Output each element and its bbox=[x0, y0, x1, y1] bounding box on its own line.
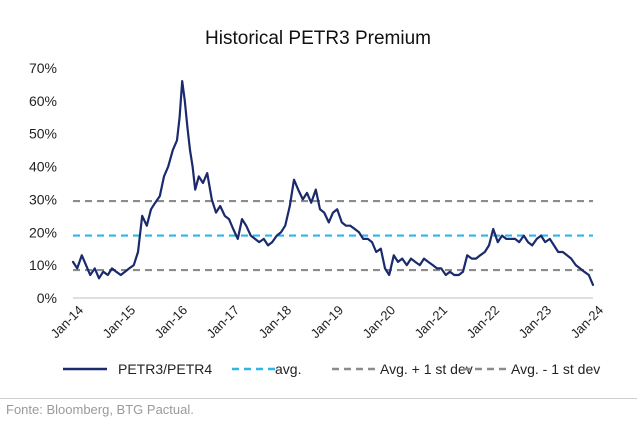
x-tick-label: Jan-23 bbox=[515, 302, 554, 341]
legend: PETR3/PETR4 avg. Avg. + 1 st dev Avg. - 1 s… bbox=[63, 361, 600, 377]
y-tick-label: 0% bbox=[37, 290, 57, 306]
source-note: Fonte: Bloomberg, BTG Pactual. bbox=[6, 402, 194, 417]
x-tick-label: Jan-19 bbox=[307, 302, 346, 341]
x-tick-label: Jan-22 bbox=[463, 302, 502, 341]
x-tick-label: Jan-20 bbox=[359, 302, 398, 341]
x-tick-label: Jan-15 bbox=[99, 302, 138, 341]
premium-chart: Historical PETR3 Premium 0% 10% 20% 30% 40% 5… bbox=[29, 28, 606, 377]
y-tick-label: 20% bbox=[29, 224, 57, 240]
legend-label: PETR3/PETR4 bbox=[118, 361, 212, 377]
x-tick-label: Jan-18 bbox=[255, 302, 294, 341]
y-tick-label: 60% bbox=[29, 93, 57, 109]
legend-label: Avg. - 1 st dev bbox=[511, 361, 600, 377]
plot-area bbox=[71, 80, 595, 299]
source-divider bbox=[0, 398, 637, 399]
legend-label: avg. bbox=[275, 361, 301, 377]
reference-lines bbox=[73, 199, 593, 272]
y-tick-label: 30% bbox=[29, 191, 57, 207]
x-tick-label: Jan-16 bbox=[151, 302, 190, 341]
y-tick-label: 50% bbox=[29, 126, 57, 142]
chart-title: Historical PETR3 Premium bbox=[205, 28, 431, 49]
x-tick-label: Jan-24 bbox=[567, 302, 606, 341]
y-tick-label: 40% bbox=[29, 159, 57, 175]
legend-label: Avg. + 1 st dev bbox=[380, 361, 473, 377]
series-line-petr3-petr4 bbox=[71, 80, 595, 286]
y-axis-ticks: 0% 10% 20% 30% 40% 50% 60% 70% bbox=[29, 60, 57, 306]
y-tick-label: 70% bbox=[29, 60, 57, 76]
x-tick-label: Jan-14 bbox=[47, 302, 86, 341]
x-tick-label: Jan-17 bbox=[203, 302, 242, 341]
y-tick-label: 10% bbox=[29, 257, 57, 273]
x-tick-label: Jan-21 bbox=[411, 302, 450, 341]
x-axis-ticks: Jan-14 Jan-15 Jan-16 Jan-17 Jan-18 Jan-19 Jan-… bbox=[47, 302, 606, 341]
